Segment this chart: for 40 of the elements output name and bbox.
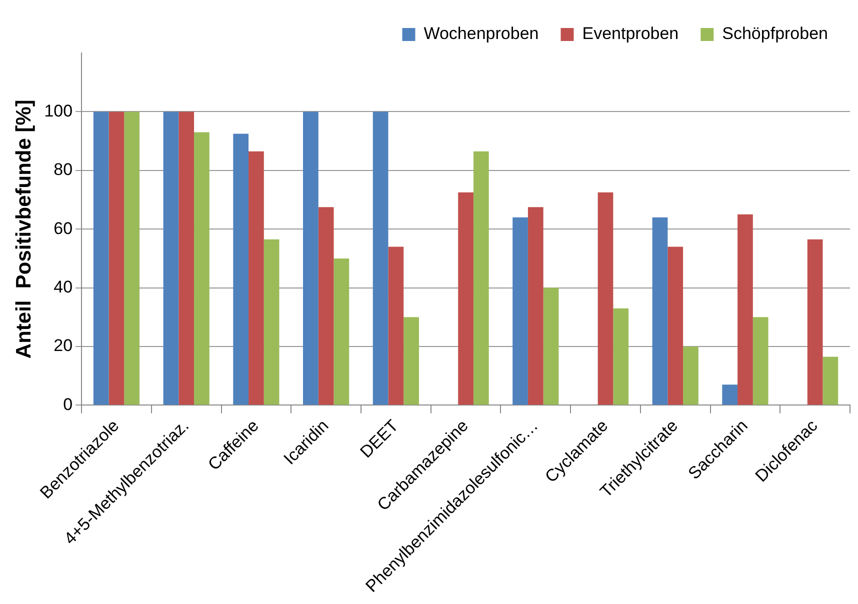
y-tick-label: 80: [54, 160, 73, 180]
bar: [388, 246, 404, 405]
bar: [668, 246, 684, 405]
bar: [318, 207, 334, 405]
bar: [543, 288, 559, 405]
bar: [194, 132, 210, 405]
bar: [512, 217, 528, 405]
bar: [752, 317, 768, 405]
bar: [372, 112, 388, 405]
legend-label: Wochenproben: [424, 24, 539, 44]
y-axis-title: Anteil Positivbefunde [%]: [12, 100, 36, 359]
legend-label: Schöpfproben: [722, 24, 828, 44]
bar: [233, 134, 249, 405]
bar: [108, 112, 124, 405]
bar: [178, 112, 194, 405]
bar: [652, 217, 668, 405]
bar: [807, 239, 823, 405]
bar: [528, 207, 544, 405]
bar: [404, 317, 419, 405]
bar: [598, 192, 614, 405]
bar: [163, 112, 179, 405]
legend-label: Eventproben: [582, 24, 679, 44]
bar: [458, 192, 474, 405]
bar: [722, 384, 738, 405]
bar: [93, 112, 109, 405]
y-tick-label: 100: [44, 101, 73, 120]
bar: [303, 112, 318, 405]
bar: [822, 356, 838, 405]
y-tick-label: 0: [63, 394, 73, 414]
bar: [334, 258, 350, 405]
bar: [124, 112, 140, 405]
bar: [473, 151, 489, 405]
bar: [683, 346, 698, 405]
bar: [264, 239, 280, 405]
bar: [248, 151, 264, 405]
bar: [738, 214, 753, 405]
y-tick-label: 60: [54, 218, 73, 238]
bar: [613, 308, 629, 405]
y-tick-label: 40: [54, 277, 73, 296]
y-tick-label: 20: [54, 336, 73, 356]
